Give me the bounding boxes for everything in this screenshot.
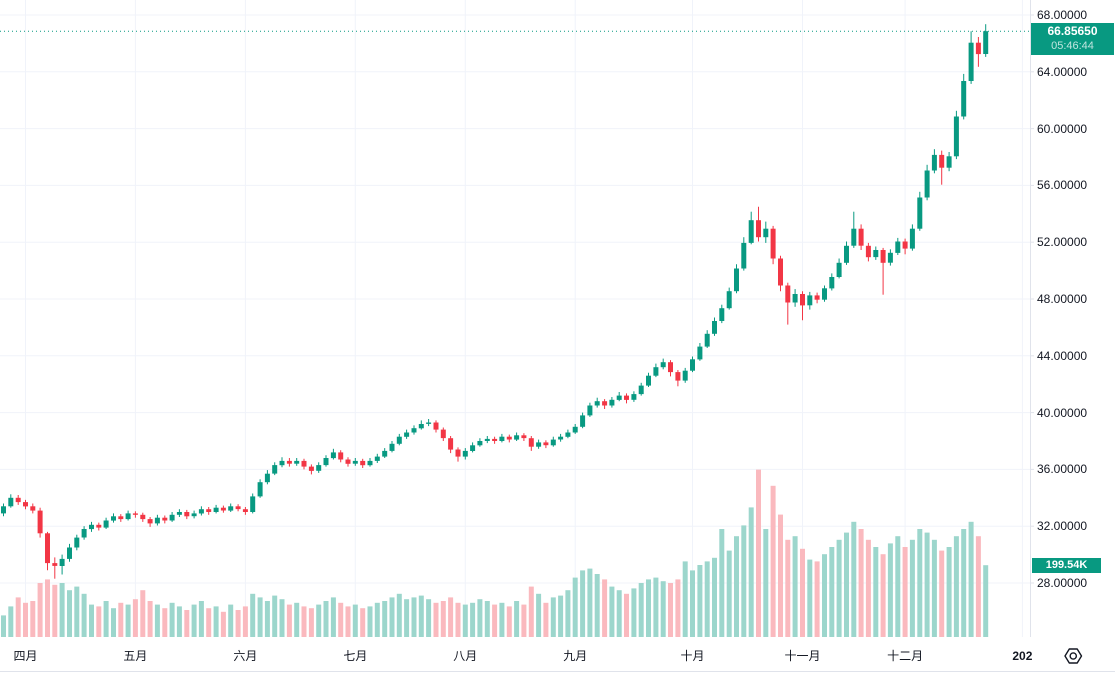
price-axis-label: 32.00000 (1037, 519, 1088, 534)
month-label: 九月 (563, 649, 588, 663)
price-axis-label: 28.00000 (1037, 576, 1088, 590)
month-label: 五月 (123, 649, 148, 663)
price-axis-label: 56.00000 (1037, 178, 1088, 193)
settings-gear-icon[interactable] (1063, 647, 1084, 665)
current-price-value: 66.85650 (1047, 24, 1098, 38)
month-label: 十一月 (784, 649, 821, 663)
price-axis-label: 60.00000 (1037, 121, 1088, 136)
time-axis[interactable]: 四月 五月 六月 七月 八月 九月 十月 十一月 十二月 202 (0, 637, 1115, 679)
price-axis-label: 64.00000 (1037, 64, 1088, 79)
current-price-badge: 66.85650 05:46:44 (1031, 23, 1114, 55)
month-label: 七月 (343, 649, 368, 663)
year-label: 202 (1012, 649, 1033, 663)
month-label: 八月 (453, 649, 478, 663)
price-axis-label: 36.00000 (1037, 462, 1088, 477)
bar-countdown-timer: 05:46:44 (1051, 40, 1094, 52)
price-axis-label: 44.00000 (1037, 348, 1088, 363)
price-axis-label: 68.00000 (1037, 8, 1088, 22)
price-axis-label: 52.00000 (1037, 235, 1088, 250)
month-label: 四月 (13, 649, 38, 663)
volume-badge: 199.54K (1032, 558, 1101, 573)
month-label: 六月 (233, 649, 258, 663)
price-axis-label: 40.00000 (1037, 405, 1088, 420)
month-label: 十二月 (887, 649, 924, 663)
price-axis-label: 48.00000 (1037, 292, 1088, 306)
month-label: 十月 (680, 649, 705, 663)
price-axis[interactable]: 68.00000 64.00000 60.00000 56.00000 52.00000… (1030, 0, 1115, 637)
